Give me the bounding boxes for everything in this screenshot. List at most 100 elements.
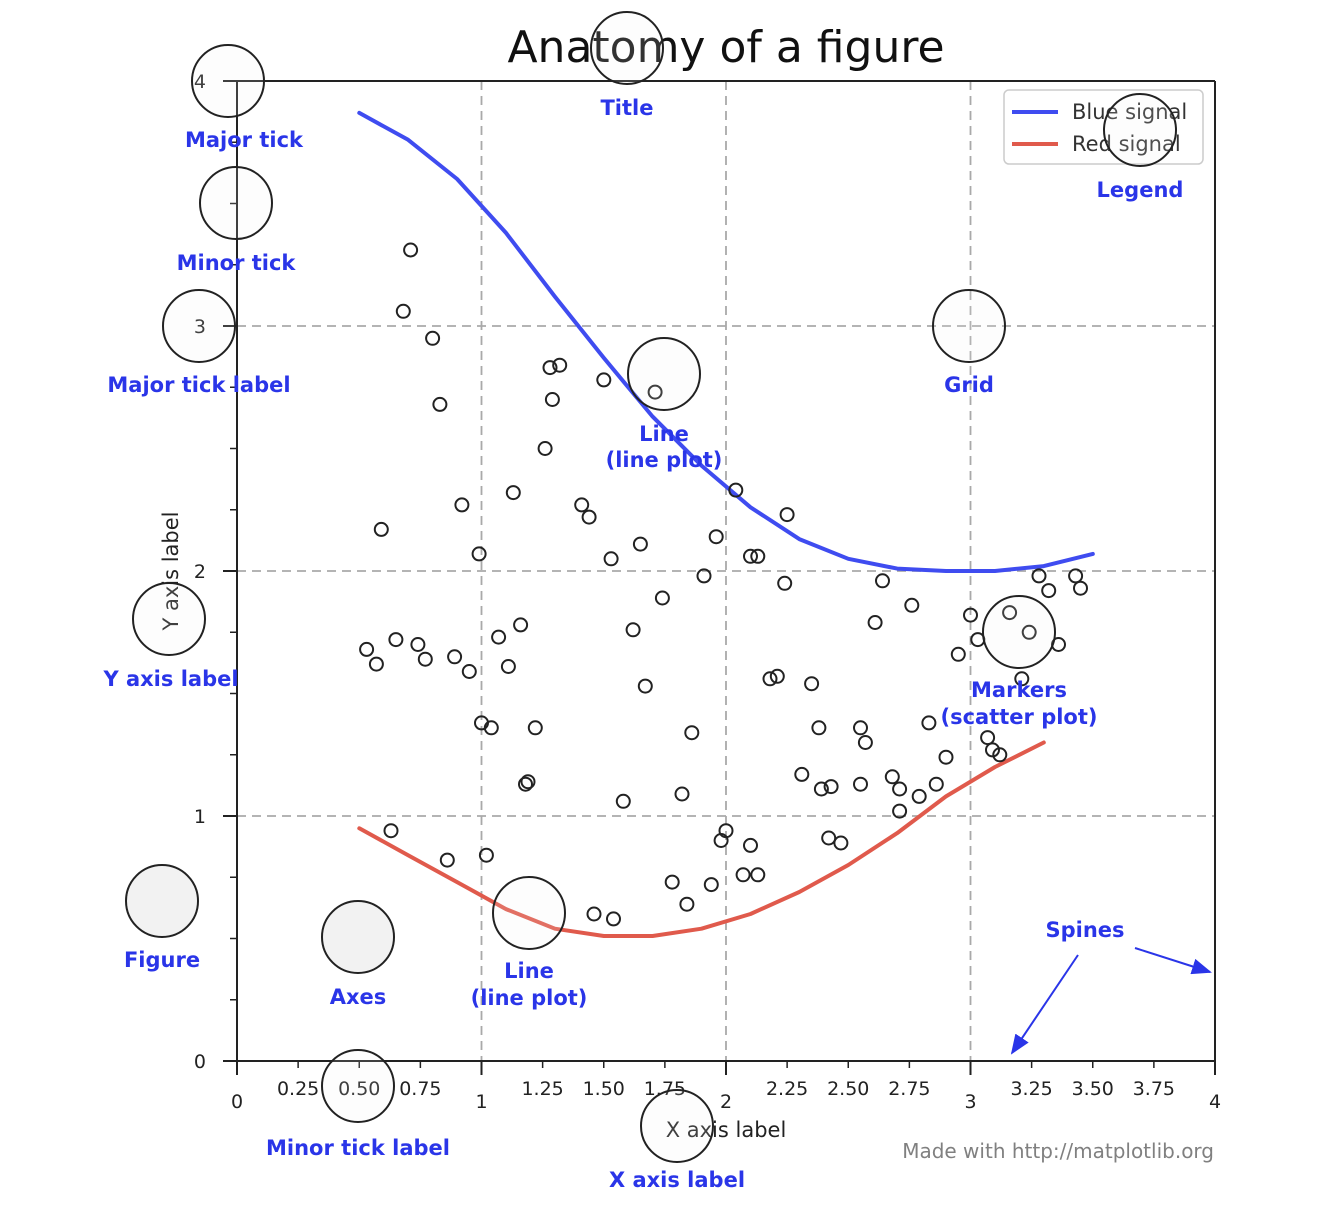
spine-arrow-bottom	[1010, 954, 1079, 1055]
annotation-axes: Axes	[330, 985, 387, 1009]
scatter-marker	[823, 779, 839, 795]
annotation-figure: Figure	[124, 948, 200, 972]
scatter-marker	[1068, 568, 1084, 584]
x-major-tick-label-2: 2	[720, 1091, 732, 1113]
scatter-marker	[980, 730, 996, 746]
annotation-line-blue-1: Line	[639, 422, 689, 446]
scatter-marker	[359, 641, 375, 657]
credit-text: Made with http://matplotlib.org	[902, 1139, 1214, 1163]
annotation-circles	[132, 11, 1177, 1163]
x-minor-tick-label-5: 1.75	[644, 1078, 686, 1100]
scatter-marker	[769, 668, 785, 684]
scatter-marker	[703, 877, 719, 893]
scatter-marker	[867, 615, 883, 630]
scatter-marker	[904, 597, 920, 613]
scatter-marker	[1041, 583, 1057, 599]
scatter-marker	[853, 776, 868, 792]
scatter-marker	[500, 659, 516, 674]
spine-arrows	[1010, 947, 1212, 1055]
scatter-marker	[513, 617, 529, 633]
scatter-marker	[1021, 624, 1037, 640]
circle-minor-tick-label	[321, 1049, 395, 1123]
x-major-tick-label-1: 1	[475, 1091, 487, 1113]
scatter-marker	[606, 911, 621, 927]
scatter-marker	[664, 874, 680, 890]
scatter-marker	[647, 384, 663, 400]
scatter-marker	[637, 678, 653, 694]
scatter-marker	[684, 725, 700, 741]
scatter-marker	[938, 749, 954, 765]
x-minor-tick-label-2: 0.75	[399, 1078, 441, 1100]
scatter-marker	[373, 521, 389, 537]
scatter-marker	[478, 847, 494, 863]
annotation-major-tick: Major tick	[185, 128, 304, 152]
chart-title: Anatomy of a figure	[507, 22, 944, 73]
annotation-legend: Legend	[1097, 178, 1184, 202]
circle-line-blue	[627, 337, 701, 411]
circle-major-tick	[191, 44, 265, 118]
scatter-marker	[410, 637, 426, 652]
circle-grid	[932, 289, 1006, 363]
scatter-marker	[632, 536, 648, 552]
circle-major-tick-label	[162, 289, 236, 363]
scatter-marker	[603, 551, 619, 567]
x-minor-tick-label-1: 0.50	[338, 1078, 380, 1100]
scatter-marker	[581, 509, 597, 525]
scatter-marker	[544, 392, 560, 407]
scatter-marker	[853, 720, 868, 736]
scatter-marker	[777, 575, 793, 591]
x-minor-tick-label-3: 1.25	[521, 1078, 563, 1100]
circle-line-red	[492, 876, 566, 950]
scatter-marker	[1031, 568, 1047, 584]
x-minor-tick-label-4: 1.50	[583, 1078, 625, 1100]
scatter-marker	[505, 485, 521, 501]
annotation-markers-2: (scatter plot)	[941, 705, 1098, 729]
x-axis-label: X axis label	[666, 1118, 787, 1142]
scatter-marker	[735, 867, 751, 883]
legend-label-blue: Blue signal	[1072, 100, 1187, 124]
annotation-x-axis-label: X axis label	[609, 1168, 745, 1192]
scatter-marker	[574, 497, 590, 513]
scatter-marker	[447, 649, 463, 665]
scatter-marker	[1002, 605, 1018, 621]
x-minor-tick-label-7: 2.50	[827, 1078, 869, 1100]
scatter-marker	[921, 715, 937, 731]
scatter-marker	[425, 330, 441, 346]
y-axis-label: Y axis label	[159, 511, 183, 631]
scatter-marker	[461, 664, 477, 679]
scatter-marker	[491, 629, 507, 645]
scatter-marker	[892, 803, 908, 819]
scatter-marker	[432, 396, 448, 412]
scatter-marker	[750, 867, 766, 883]
scatter-marker	[875, 573, 890, 589]
scatter-marker	[483, 720, 499, 736]
scatter-marker	[892, 781, 908, 797]
scatter-marker	[383, 823, 399, 839]
scatter-marker	[696, 568, 712, 584]
scatter-marker	[963, 607, 978, 623]
annotation-y-axis-label: Y axis label	[102, 667, 238, 691]
annotation-minor-tick: Minor tick	[177, 251, 297, 275]
circle-minor-tick	[199, 166, 273, 240]
scatter-marker	[811, 720, 827, 736]
annotation-line-red-1: Line	[504, 959, 554, 983]
scatter-marker	[439, 852, 455, 868]
annotation-grid: Grid	[944, 373, 994, 397]
scatter-marker	[417, 651, 433, 667]
scatter-marker	[615, 793, 631, 809]
scatter-marker	[454, 497, 470, 513]
scatter-marker	[833, 835, 849, 851]
circle-legend	[1103, 93, 1177, 167]
scatter-marker	[950, 646, 966, 662]
scatter-marker	[368, 656, 384, 672]
scatter-marker	[743, 837, 758, 853]
x-minor-tick-label-0: 0.25	[277, 1078, 319, 1100]
scatter-marker	[750, 548, 766, 564]
x-minor-tick-label-11: 3.75	[1133, 1078, 1175, 1100]
spine-arrow-right	[1134, 947, 1212, 975]
series-line-red-signal	[357, 740, 1046, 938]
scatter-marker	[403, 242, 419, 258]
scatter-marker	[911, 788, 927, 804]
